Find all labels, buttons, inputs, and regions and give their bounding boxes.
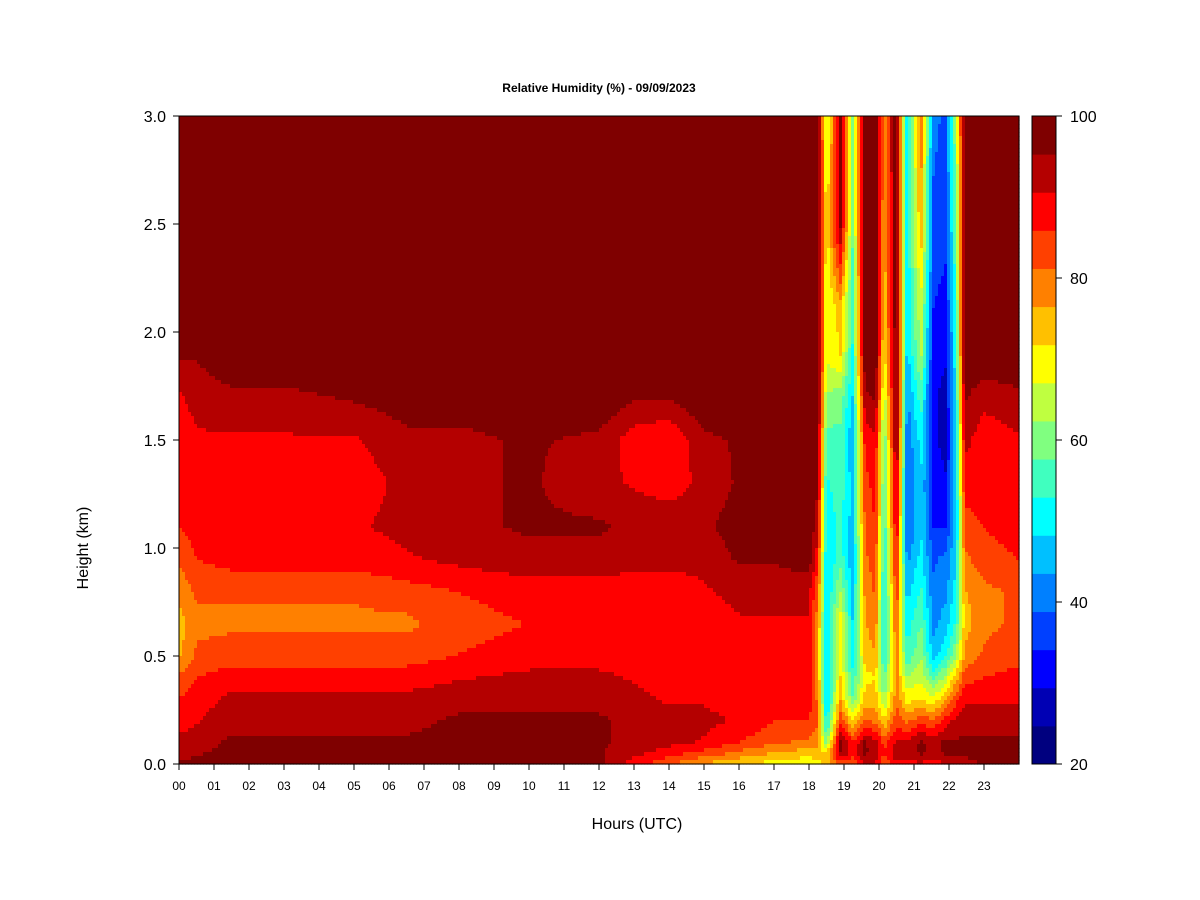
heatmap-field (179, 116, 1020, 765)
